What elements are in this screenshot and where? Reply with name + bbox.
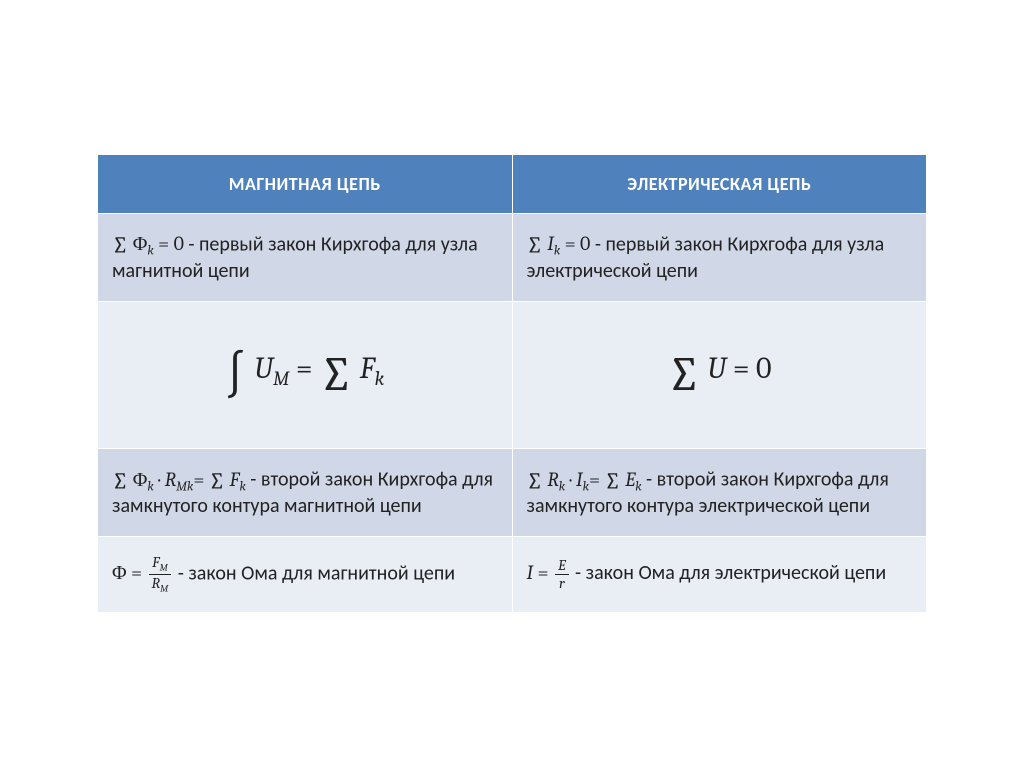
num-var: E: [555, 558, 569, 575]
sigma-symbol: ∑: [112, 467, 128, 494]
subscript-k: k: [375, 367, 385, 390]
row-integral-formulas: ∫ UM = ∑ Fk ∑ U = 0: [98, 301, 927, 448]
fraction: Er: [555, 558, 569, 591]
comparison-table: МАГНИТНАЯ ЦЕПЬ ЭЛЕКТРИЧЕСКАЯ ЦЕПЬ ∑ Φk =…: [97, 154, 927, 614]
sigma-symbol: ∑: [527, 232, 543, 259]
subscript-k: k: [239, 479, 245, 494]
sigma-symbol: ∑: [667, 347, 701, 402]
cell-magnetic-kirchhoff1: ∑ Φk = 0 - первый закон Кирхгофа для узл…: [98, 213, 513, 301]
u-var: U: [708, 351, 727, 386]
subscript-mk: Mk: [176, 479, 193, 494]
equals-zero: = 0: [154, 232, 184, 255]
phi-var: Φ: [133, 232, 148, 255]
fraction: FMRM: [149, 555, 172, 594]
equals-zero: = 0: [726, 351, 771, 386]
cell-electric-kirchhoff1: ∑ Ik = 0 - первый закон Кирхгофа для узл…: [512, 213, 927, 301]
header-col-electric: ЭЛЕКТРИЧЕСКАЯ ЦЕПЬ: [512, 154, 927, 213]
f-var: F: [360, 351, 375, 386]
equals-zero: = 0: [560, 232, 590, 255]
integral-symbol: ∫: [225, 347, 245, 402]
den-sub: M: [160, 584, 168, 595]
header-col-magnetic: МАГНИТНАЯ ЦЕПЬ: [98, 154, 513, 213]
sigma-symbol: ∑: [319, 347, 353, 402]
r-var: R: [165, 468, 176, 491]
equals: =: [533, 561, 553, 584]
r-var: R: [547, 468, 558, 491]
num-var: F: [152, 553, 159, 571]
cell-magnetic-ohm: Φ = FMRM - закон Ома для магнитной цепи: [98, 537, 513, 613]
equals: =: [589, 468, 604, 491]
row-kirchhoff-second: ∑ Φk · RMk= ∑ Fk - второй закон Кирхгофа…: [98, 448, 927, 536]
subscript-m: M: [273, 367, 289, 390]
den-var: r: [555, 575, 569, 591]
sigma-symbol: ∑: [604, 467, 620, 494]
u-var: U: [254, 351, 273, 386]
desc-text: - закон Ома для магнитной цепи: [178, 561, 455, 585]
num-sub: M: [160, 563, 168, 574]
cell-electric-sum: ∑ U = 0: [512, 301, 927, 448]
sigma-symbol: ∑: [112, 232, 128, 259]
equals: =: [289, 351, 319, 386]
sigma-symbol: ∑: [527, 467, 543, 494]
i-var: I: [547, 232, 554, 255]
equals: =: [127, 561, 147, 584]
row-kirchhoff-first: ∑ Φk = 0 - первый закон Кирхгофа для узл…: [98, 213, 927, 301]
desc-text: - закон Ома для электрической цепи: [575, 561, 886, 585]
phi-var: Φ: [133, 468, 148, 491]
f-var: F: [230, 468, 240, 491]
e-var: E: [625, 468, 635, 491]
sigma-symbol: ∑: [209, 467, 225, 494]
den-var: R: [152, 574, 161, 592]
cell-magnetic-kirchhoff2: ∑ Φk · RMk= ∑ Fk - второй закон Кирхгофа…: [98, 448, 513, 536]
cell-electric-kirchhoff2: ∑ Rk · Ik= ∑ Ek - второй закон Кирхгофа …: [512, 448, 927, 536]
table-header-row: МАГНИТНАЯ ЦЕПЬ ЭЛЕКТРИЧЕСКАЯ ЦЕПЬ: [98, 154, 927, 213]
dot-op: ·: [154, 468, 165, 491]
subscript-k: k: [635, 479, 641, 494]
cell-magnetic-integral: ∫ UM = ∑ Fk: [98, 301, 513, 448]
dot-op: ·: [565, 468, 576, 491]
row-ohms-law: Φ = FMRM - закон Ома для магнитной цепи …: [98, 537, 927, 613]
i-var: I: [576, 468, 583, 491]
phi-var: Φ: [112, 561, 127, 584]
equals: =: [193, 468, 208, 491]
cell-electric-ohm: I = Er - закон Ома для электрической цеп…: [512, 537, 927, 613]
